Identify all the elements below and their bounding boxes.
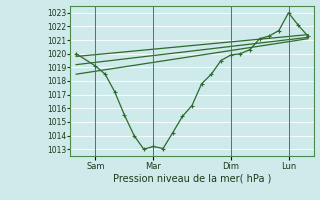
X-axis label: Pression niveau de la mer( hPa ): Pression niveau de la mer( hPa ) (113, 173, 271, 183)
